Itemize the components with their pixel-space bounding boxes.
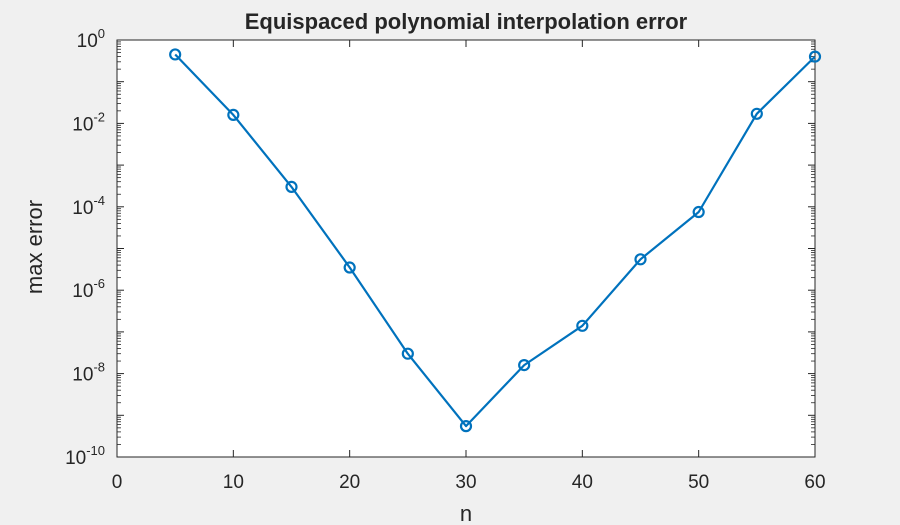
data-point — [343, 261, 356, 274]
x-tick-label: 60 — [804, 472, 825, 493]
data-point — [401, 347, 414, 360]
data-point — [285, 180, 298, 194]
x-tick-label: 0 — [112, 472, 123, 493]
x-tick-label: 10 — [223, 472, 244, 493]
y-tick-label: 10-2 — [72, 109, 105, 135]
x-tick-label: 50 — [688, 472, 709, 493]
series-layer — [169, 48, 822, 433]
y-tick-label: 10-6 — [72, 276, 105, 302]
x-axis-label: n — [460, 501, 472, 525]
y-tick-label: 100 — [77, 26, 105, 52]
y-axis-label: max error — [22, 200, 47, 294]
series-line — [174, 53, 816, 428]
y-tick-label: 10-4 — [72, 193, 105, 219]
x-tick-label: 40 — [572, 472, 593, 493]
data-point — [750, 107, 763, 120]
data-point — [227, 108, 240, 121]
data-point — [808, 50, 822, 63]
data-point — [576, 319, 589, 332]
chart-title: Equispaced polynomial interpolation erro… — [245, 9, 688, 34]
data-point — [692, 205, 705, 219]
x-tick-label: 20 — [339, 472, 360, 493]
y-tick-label: 10-8 — [72, 360, 105, 386]
axes-box — [116, 39, 816, 458]
tick-labels: 0 10 20 30 40 50 60 100 10-2 10-4 10-6 10-8 10-10 — [65, 26, 826, 493]
x-tick-label: 30 — [455, 472, 476, 493]
data-point — [169, 48, 182, 61]
data-point — [459, 420, 473, 433]
data-point — [634, 253, 647, 266]
y-tick-label: 10-10 — [65, 443, 105, 469]
data-point — [518, 358, 531, 372]
